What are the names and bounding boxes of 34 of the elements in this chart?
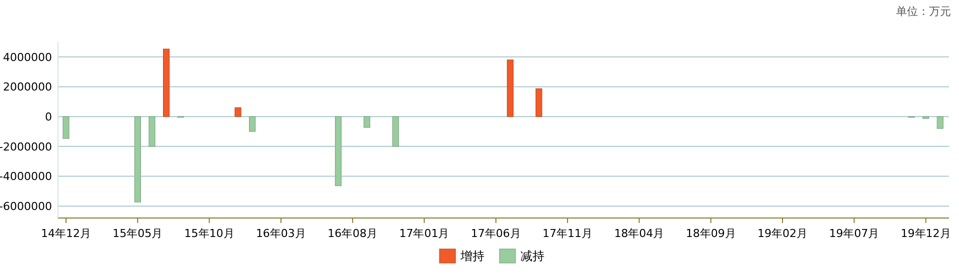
x-tick-label: 17年11月	[542, 227, 593, 240]
x-tick-label: 18年09月	[686, 227, 736, 240]
bar	[248, 116, 256, 132]
bar	[392, 116, 399, 147]
legend-label: 减持	[520, 249, 544, 264]
bar	[234, 107, 242, 117]
x-tick-label: 19年07月	[829, 227, 880, 240]
x-tick-label: 17年01月	[399, 227, 450, 240]
x-tick-label: 19年02月	[758, 227, 808, 240]
x-tick-label: 15年10月	[184, 227, 234, 240]
x-tick-label: 18年04月	[614, 227, 664, 240]
y-tick-label: 0	[45, 110, 52, 124]
bar	[364, 116, 370, 128]
x-tick-label: 19年12月	[900, 227, 951, 240]
x-tick-label: 15年05月	[112, 227, 163, 240]
y-tick-label: 2000000	[3, 80, 52, 94]
bar	[506, 60, 514, 117]
y-tick-label: -2000000	[0, 140, 52, 154]
text: 单位：万元	[896, 5, 951, 18]
y-tick-label: 4000000	[3, 50, 52, 64]
bar	[134, 116, 141, 202]
bar	[163, 48, 170, 117]
y-tick-label: -4000000	[0, 170, 52, 184]
x-tick-label: 16年08月	[328, 227, 378, 240]
x-tick-label: 17年06月	[470, 227, 521, 240]
bar	[334, 116, 342, 186]
bar	[148, 116, 156, 147]
x-tick-label: 14年12月	[41, 227, 91, 240]
bar	[536, 88, 542, 117]
bar	[62, 116, 70, 139]
legend-label: 增持	[460, 249, 484, 264]
x-tick-label: 16年03月	[256, 227, 306, 240]
bar	[936, 116, 944, 129]
y-tick-label: -6000000	[0, 200, 52, 213]
